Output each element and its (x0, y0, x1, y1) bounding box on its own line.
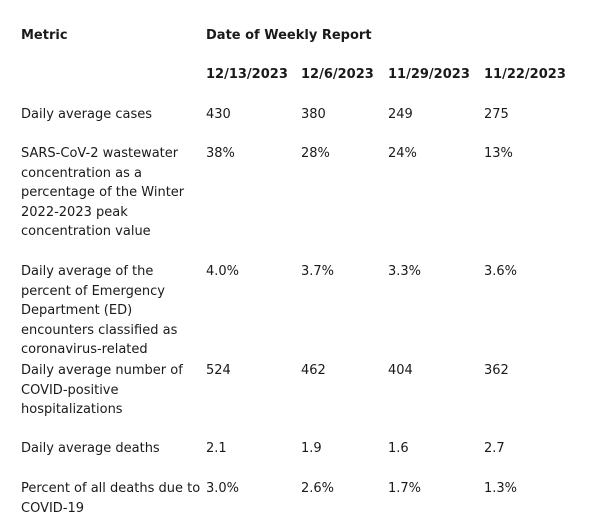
value-cell: 380 (301, 107, 326, 122)
metric-label: SARS-CoV-2 wastewater concentration as a… (21, 146, 185, 239)
value-cell: 404 (388, 363, 413, 378)
metric-label: Daily average number of COVID-positive h… (21, 363, 183, 417)
value-cell: 3.0% (206, 481, 240, 496)
value-cell: 1.7% (388, 481, 422, 496)
date-header-2: 12/6/2023 (301, 67, 374, 82)
metric-label: Daily average cases (21, 107, 153, 122)
date-group-header: Date of Weekly Report (206, 28, 372, 43)
metric-label: Daily average deaths (21, 441, 160, 456)
value-cell: 24% (388, 146, 417, 161)
value-cell: 3.6% (484, 264, 518, 279)
value-cell: 28% (301, 146, 330, 161)
date-header-4: 11/22/2023 (484, 67, 566, 82)
value-cell: 3.7% (301, 264, 335, 279)
value-cell: 275 (484, 107, 509, 122)
value-cell: 362 (484, 363, 509, 378)
date-header-3: 11/29/2023 (388, 67, 470, 82)
value-cell: 4.0% (206, 264, 240, 279)
value-cell: 1.3% (484, 481, 518, 496)
metric-label: Percent of all deaths due to COVID-19 (21, 481, 201, 516)
metric-column-header: Metric (21, 28, 68, 43)
value-cell: 2.1 (206, 441, 227, 456)
value-cell: 524 (206, 363, 231, 378)
date-header-1: 12/13/2023 (206, 67, 288, 82)
value-cell: 38% (206, 146, 235, 161)
value-cell: 1.6 (388, 441, 409, 456)
value-cell: 2.6% (301, 481, 335, 496)
metric-label: Daily average of the percent of Emergenc… (21, 264, 178, 357)
value-cell: 430 (206, 107, 231, 122)
value-cell: 1.9 (301, 441, 322, 456)
value-cell: 3.3% (388, 264, 422, 279)
value-cell: 249 (388, 107, 413, 122)
value-cell: 2.7 (484, 441, 505, 456)
value-cell: 462 (301, 363, 326, 378)
value-cell: 13% (484, 146, 513, 161)
